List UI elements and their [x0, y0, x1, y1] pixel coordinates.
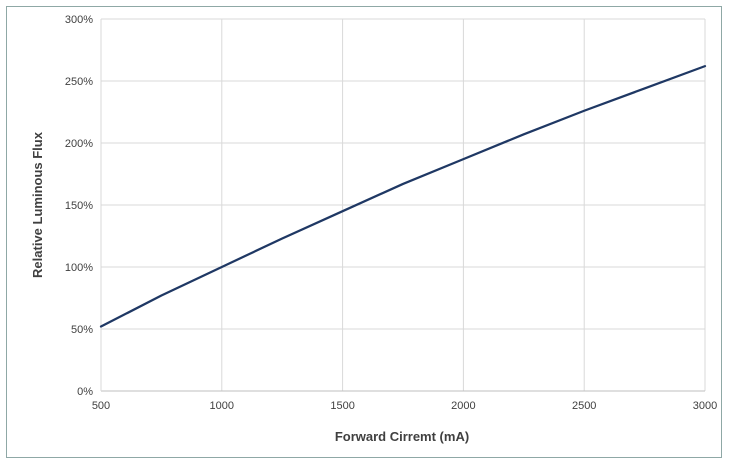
tick-labels: 0% 50% 100% 150% 200% 250% 300% 500 1000 1500 2000…	[65, 14, 717, 412]
y-tick-label: 200%	[65, 138, 93, 150]
y-tick-label: 50%	[71, 324, 93, 336]
x-tick-label: 3000	[693, 400, 717, 412]
x-axis-title: Forward Cirremt (mA)	[335, 429, 469, 444]
y-tick-label: 100%	[65, 262, 93, 274]
y-tick-label: 0%	[77, 386, 93, 398]
x-tick-label: 2500	[572, 400, 596, 412]
x-tick-label: 500	[92, 400, 110, 412]
x-tick-label: 2000	[451, 400, 475, 412]
axes	[100, 19, 705, 392]
series-layer	[99, 64, 707, 328]
x-tick-label: 1000	[210, 400, 234, 412]
y-tick-label: 300%	[65, 14, 93, 26]
x-tick-label: 1500	[330, 400, 354, 412]
series-line	[99, 64, 707, 328]
y-tick-label: 250%	[65, 76, 93, 88]
y-axis-title: Relative Luminous Flux	[30, 131, 45, 278]
y-tick-label: 150%	[65, 200, 93, 212]
grid-lines	[101, 18, 706, 391]
